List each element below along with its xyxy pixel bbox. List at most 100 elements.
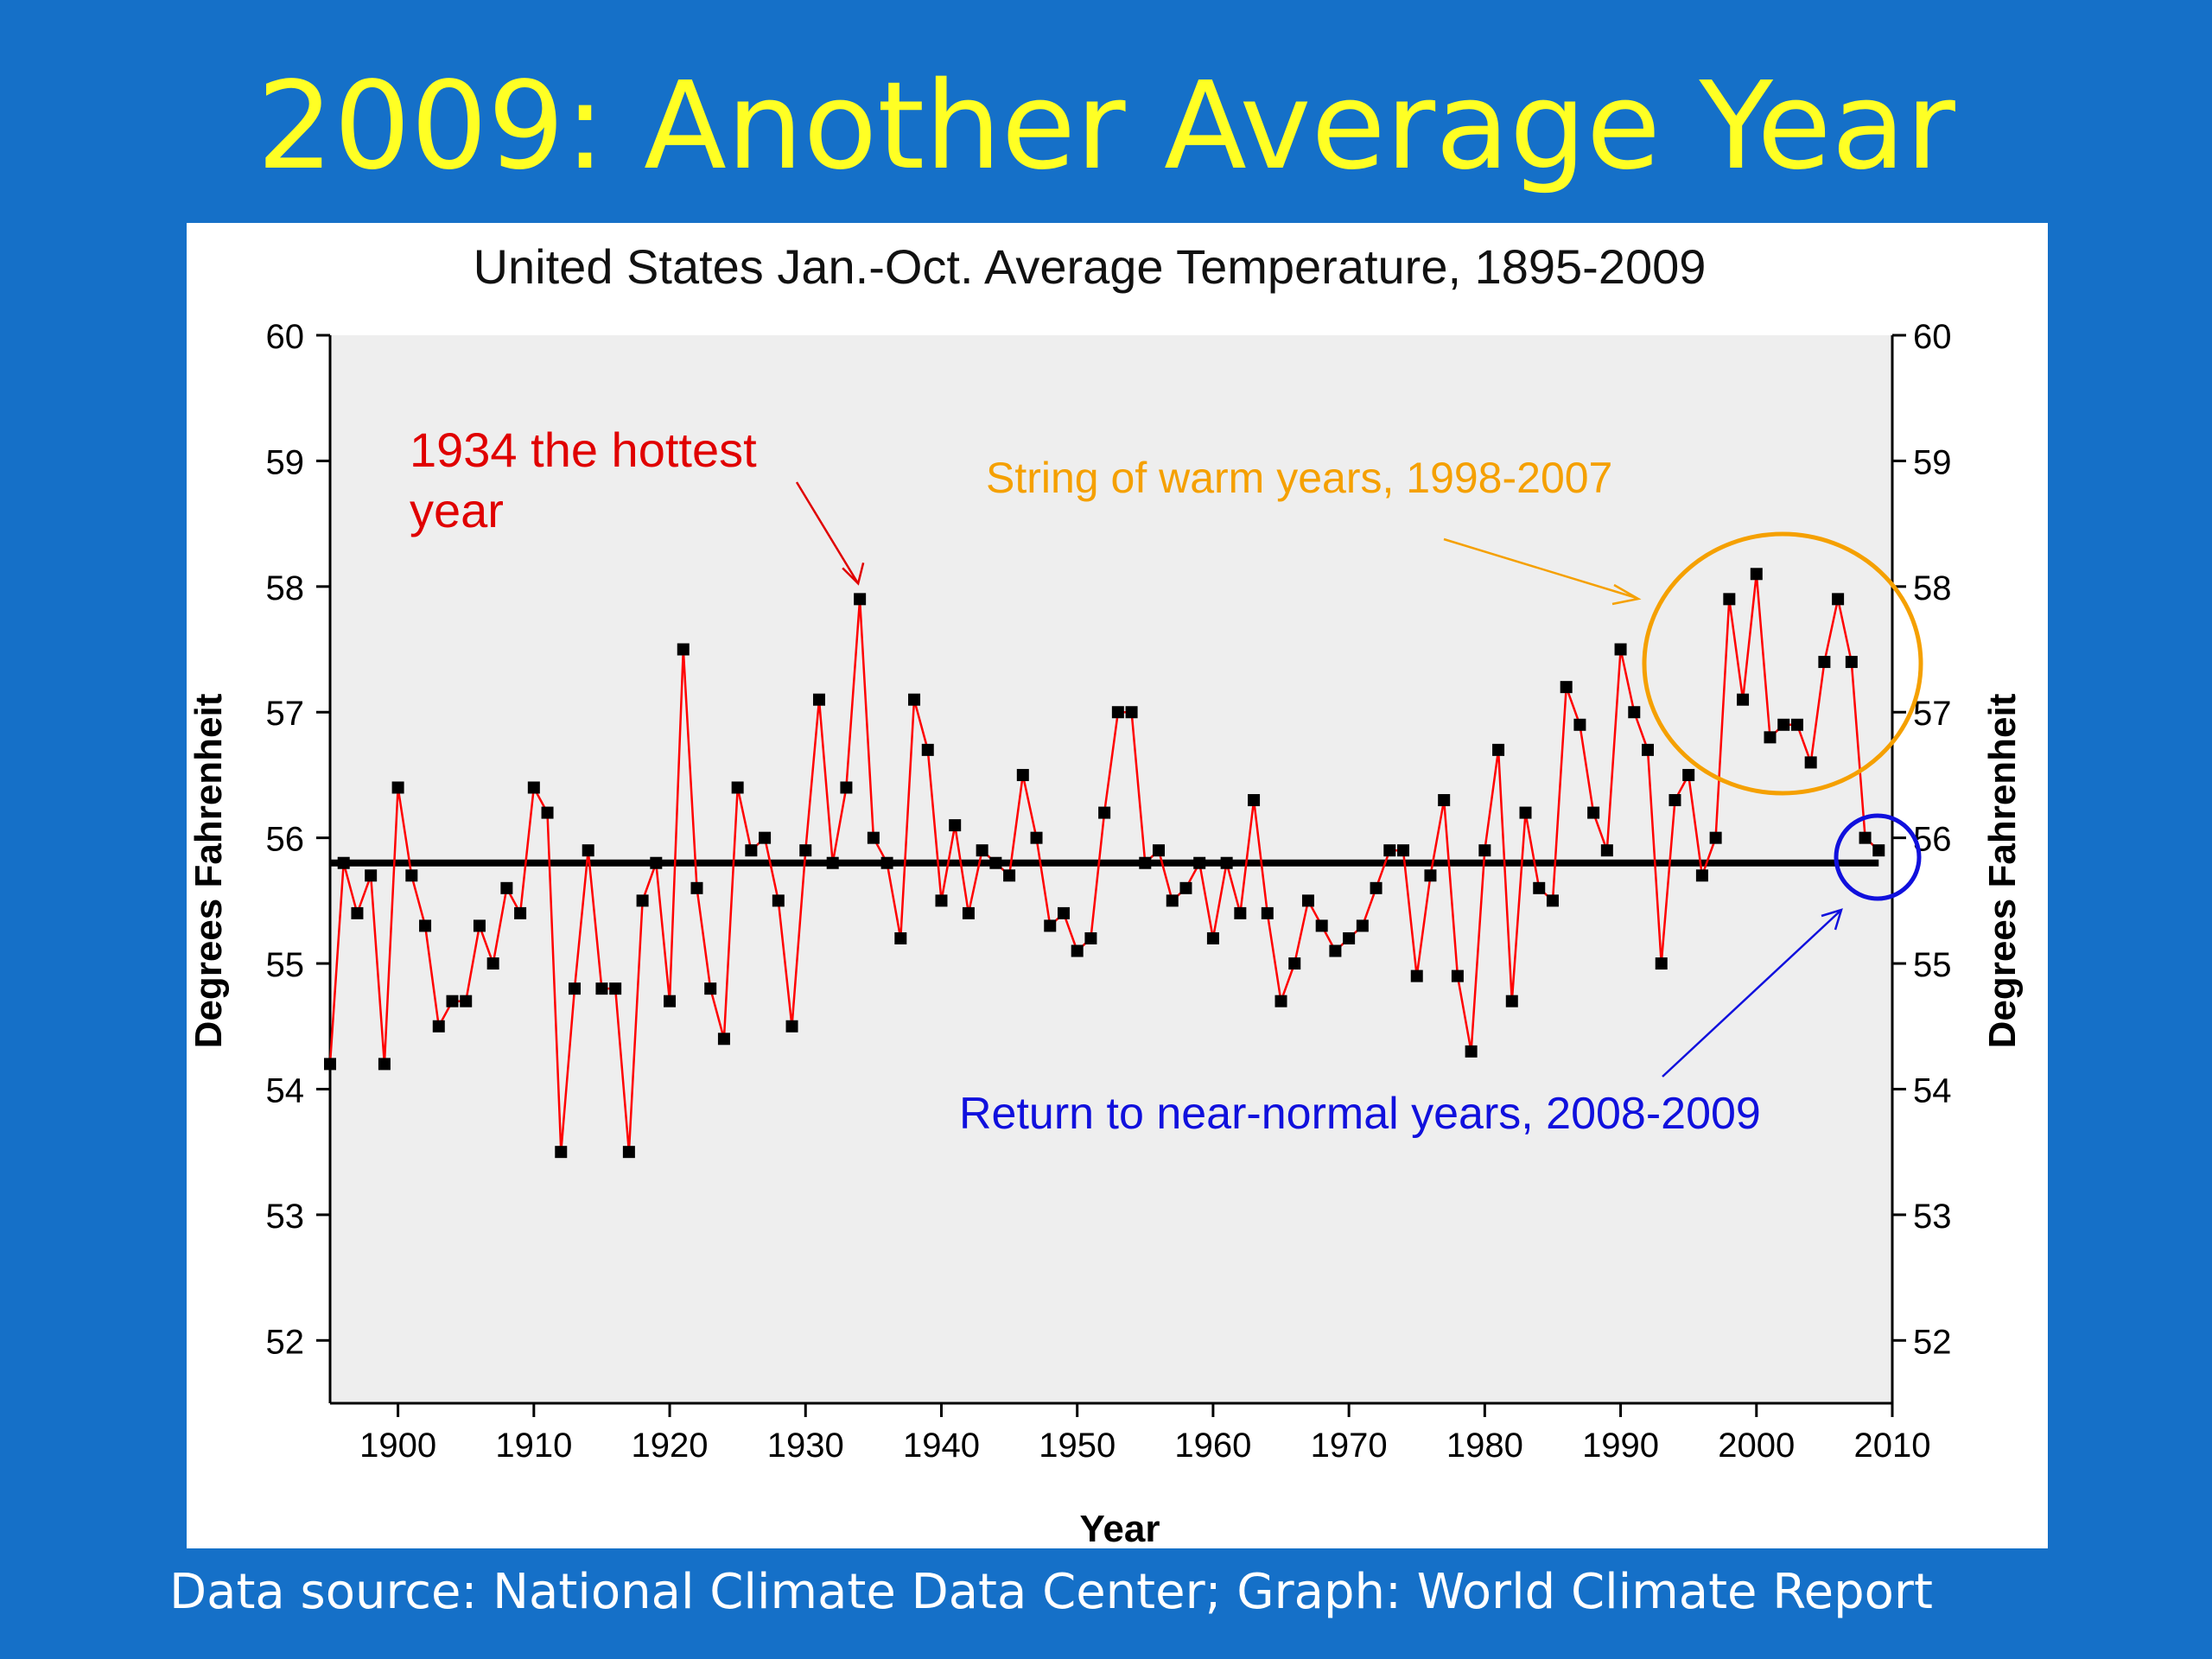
data-point bbox=[1179, 881, 1192, 894]
data-point bbox=[1845, 656, 1858, 669]
data-point bbox=[759, 831, 772, 844]
annotation-warm-text: String of warm years, 1998-2007 bbox=[986, 454, 1612, 502]
data-point bbox=[1301, 894, 1314, 907]
data-point bbox=[1370, 881, 1382, 894]
data-point bbox=[772, 894, 785, 907]
y-tick-label-left: 60 bbox=[266, 318, 305, 356]
x-tick-label: 1930 bbox=[767, 1427, 844, 1465]
data-point bbox=[677, 643, 690, 656]
data-point bbox=[1872, 844, 1885, 857]
x-tick-label: 1910 bbox=[495, 1427, 572, 1465]
data-point bbox=[650, 856, 663, 869]
data-point bbox=[419, 919, 432, 932]
data-point bbox=[908, 693, 921, 706]
y-tick-label-right: 58 bbox=[1913, 569, 1952, 607]
x-tick-label: 1990 bbox=[1582, 1427, 1659, 1465]
data-point bbox=[1057, 906, 1070, 919]
data-point bbox=[1139, 856, 1152, 869]
data-point bbox=[1573, 718, 1586, 731]
annotation-hottest-text: 1934 the hottest bbox=[410, 423, 757, 477]
x-tick-label: 2000 bbox=[1718, 1427, 1795, 1465]
data-point bbox=[1737, 693, 1750, 706]
data-point bbox=[840, 781, 853, 794]
annotation-normal-arrow bbox=[1662, 910, 1841, 1077]
data-point bbox=[1818, 656, 1831, 669]
data-point bbox=[1519, 806, 1532, 819]
y-tick-label-left: 55 bbox=[266, 946, 305, 984]
slide-title: 2009: Another Average Year bbox=[257, 56, 1955, 197]
data-point bbox=[949, 819, 962, 832]
data-point bbox=[555, 1146, 568, 1159]
data-point bbox=[799, 844, 812, 857]
data-point bbox=[1288, 957, 1301, 970]
data-point bbox=[1098, 806, 1111, 819]
data-point bbox=[1315, 919, 1328, 932]
data-point bbox=[1438, 794, 1451, 807]
data-point bbox=[1478, 844, 1491, 857]
data-point bbox=[1628, 706, 1641, 719]
data-point bbox=[500, 881, 513, 894]
data-point bbox=[1234, 906, 1247, 919]
x-tick-label: 1950 bbox=[1039, 1427, 1116, 1465]
data-point bbox=[595, 982, 608, 995]
x-tick-label: 1940 bbox=[903, 1427, 980, 1465]
y-tick-label-left: 58 bbox=[266, 569, 305, 607]
data-point bbox=[324, 1058, 336, 1071]
data-point bbox=[976, 844, 988, 857]
data-point bbox=[378, 1058, 391, 1071]
data-point bbox=[405, 869, 418, 882]
data-point bbox=[609, 982, 622, 995]
data-point bbox=[460, 995, 473, 1007]
data-point bbox=[337, 856, 350, 869]
data-point bbox=[568, 982, 581, 995]
x-tick-label: 2010 bbox=[1854, 1427, 1931, 1465]
y-axis-label-left: Degrees Fahrenheit bbox=[188, 693, 230, 1048]
data-point bbox=[1383, 844, 1396, 857]
data-point bbox=[1206, 931, 1219, 944]
data-point bbox=[1356, 919, 1369, 932]
y-tick-label-right: 57 bbox=[1913, 695, 1952, 733]
annotation-warm-arrowhead bbox=[1611, 583, 1642, 606]
data-point bbox=[1030, 831, 1043, 844]
data-point bbox=[622, 1146, 635, 1159]
data-point bbox=[1804, 756, 1817, 769]
y-tick-label-left: 56 bbox=[266, 821, 305, 859]
data-point bbox=[486, 957, 499, 970]
annotation-warm-arrow bbox=[1443, 537, 1637, 600]
annotation-normal-arrowhead bbox=[1821, 908, 1843, 931]
data-point bbox=[1274, 995, 1287, 1007]
data-point bbox=[826, 856, 839, 869]
y-tick-label-left: 57 bbox=[266, 695, 305, 733]
data-point bbox=[894, 931, 907, 944]
data-point bbox=[785, 1020, 798, 1033]
data-point bbox=[1642, 743, 1655, 756]
data-point bbox=[854, 593, 867, 606]
data-point bbox=[745, 844, 758, 857]
data-point bbox=[880, 856, 893, 869]
y-tick-label-right: 54 bbox=[1913, 1071, 1952, 1109]
data-point bbox=[1723, 593, 1736, 606]
data-point bbox=[636, 894, 649, 907]
data-point bbox=[1248, 794, 1261, 807]
data-point bbox=[432, 1020, 445, 1033]
y-tick-label-right: 60 bbox=[1913, 318, 1952, 356]
data-point bbox=[935, 894, 948, 907]
y-tick-label-right: 53 bbox=[1913, 1198, 1952, 1236]
x-tick-label: 1980 bbox=[1446, 1427, 1523, 1465]
annotations-group: 1934 the hottest year String of warm years… bbox=[410, 423, 1923, 1139]
data-point bbox=[1546, 894, 1559, 907]
warm-years-circle bbox=[1642, 531, 1923, 796]
data-point bbox=[812, 693, 825, 706]
data-point bbox=[1777, 718, 1790, 731]
y-tick-label-right: 52 bbox=[1913, 1323, 1952, 1361]
data-point bbox=[1709, 831, 1722, 844]
data-source-caption: Data source: National Climate Data Cente… bbox=[169, 1564, 1933, 1620]
annotation-hottest-arrow bbox=[795, 481, 860, 585]
data-point bbox=[1750, 568, 1763, 581]
data-point bbox=[514, 906, 527, 919]
annotation-normal-text: Return to near-normal years, 2008-2009 bbox=[959, 1089, 1761, 1139]
data-point bbox=[1044, 919, 1057, 932]
y-tick-label-left: 53 bbox=[266, 1198, 305, 1236]
data-point bbox=[1614, 643, 1627, 656]
x-tick-label: 1970 bbox=[1311, 1427, 1388, 1465]
